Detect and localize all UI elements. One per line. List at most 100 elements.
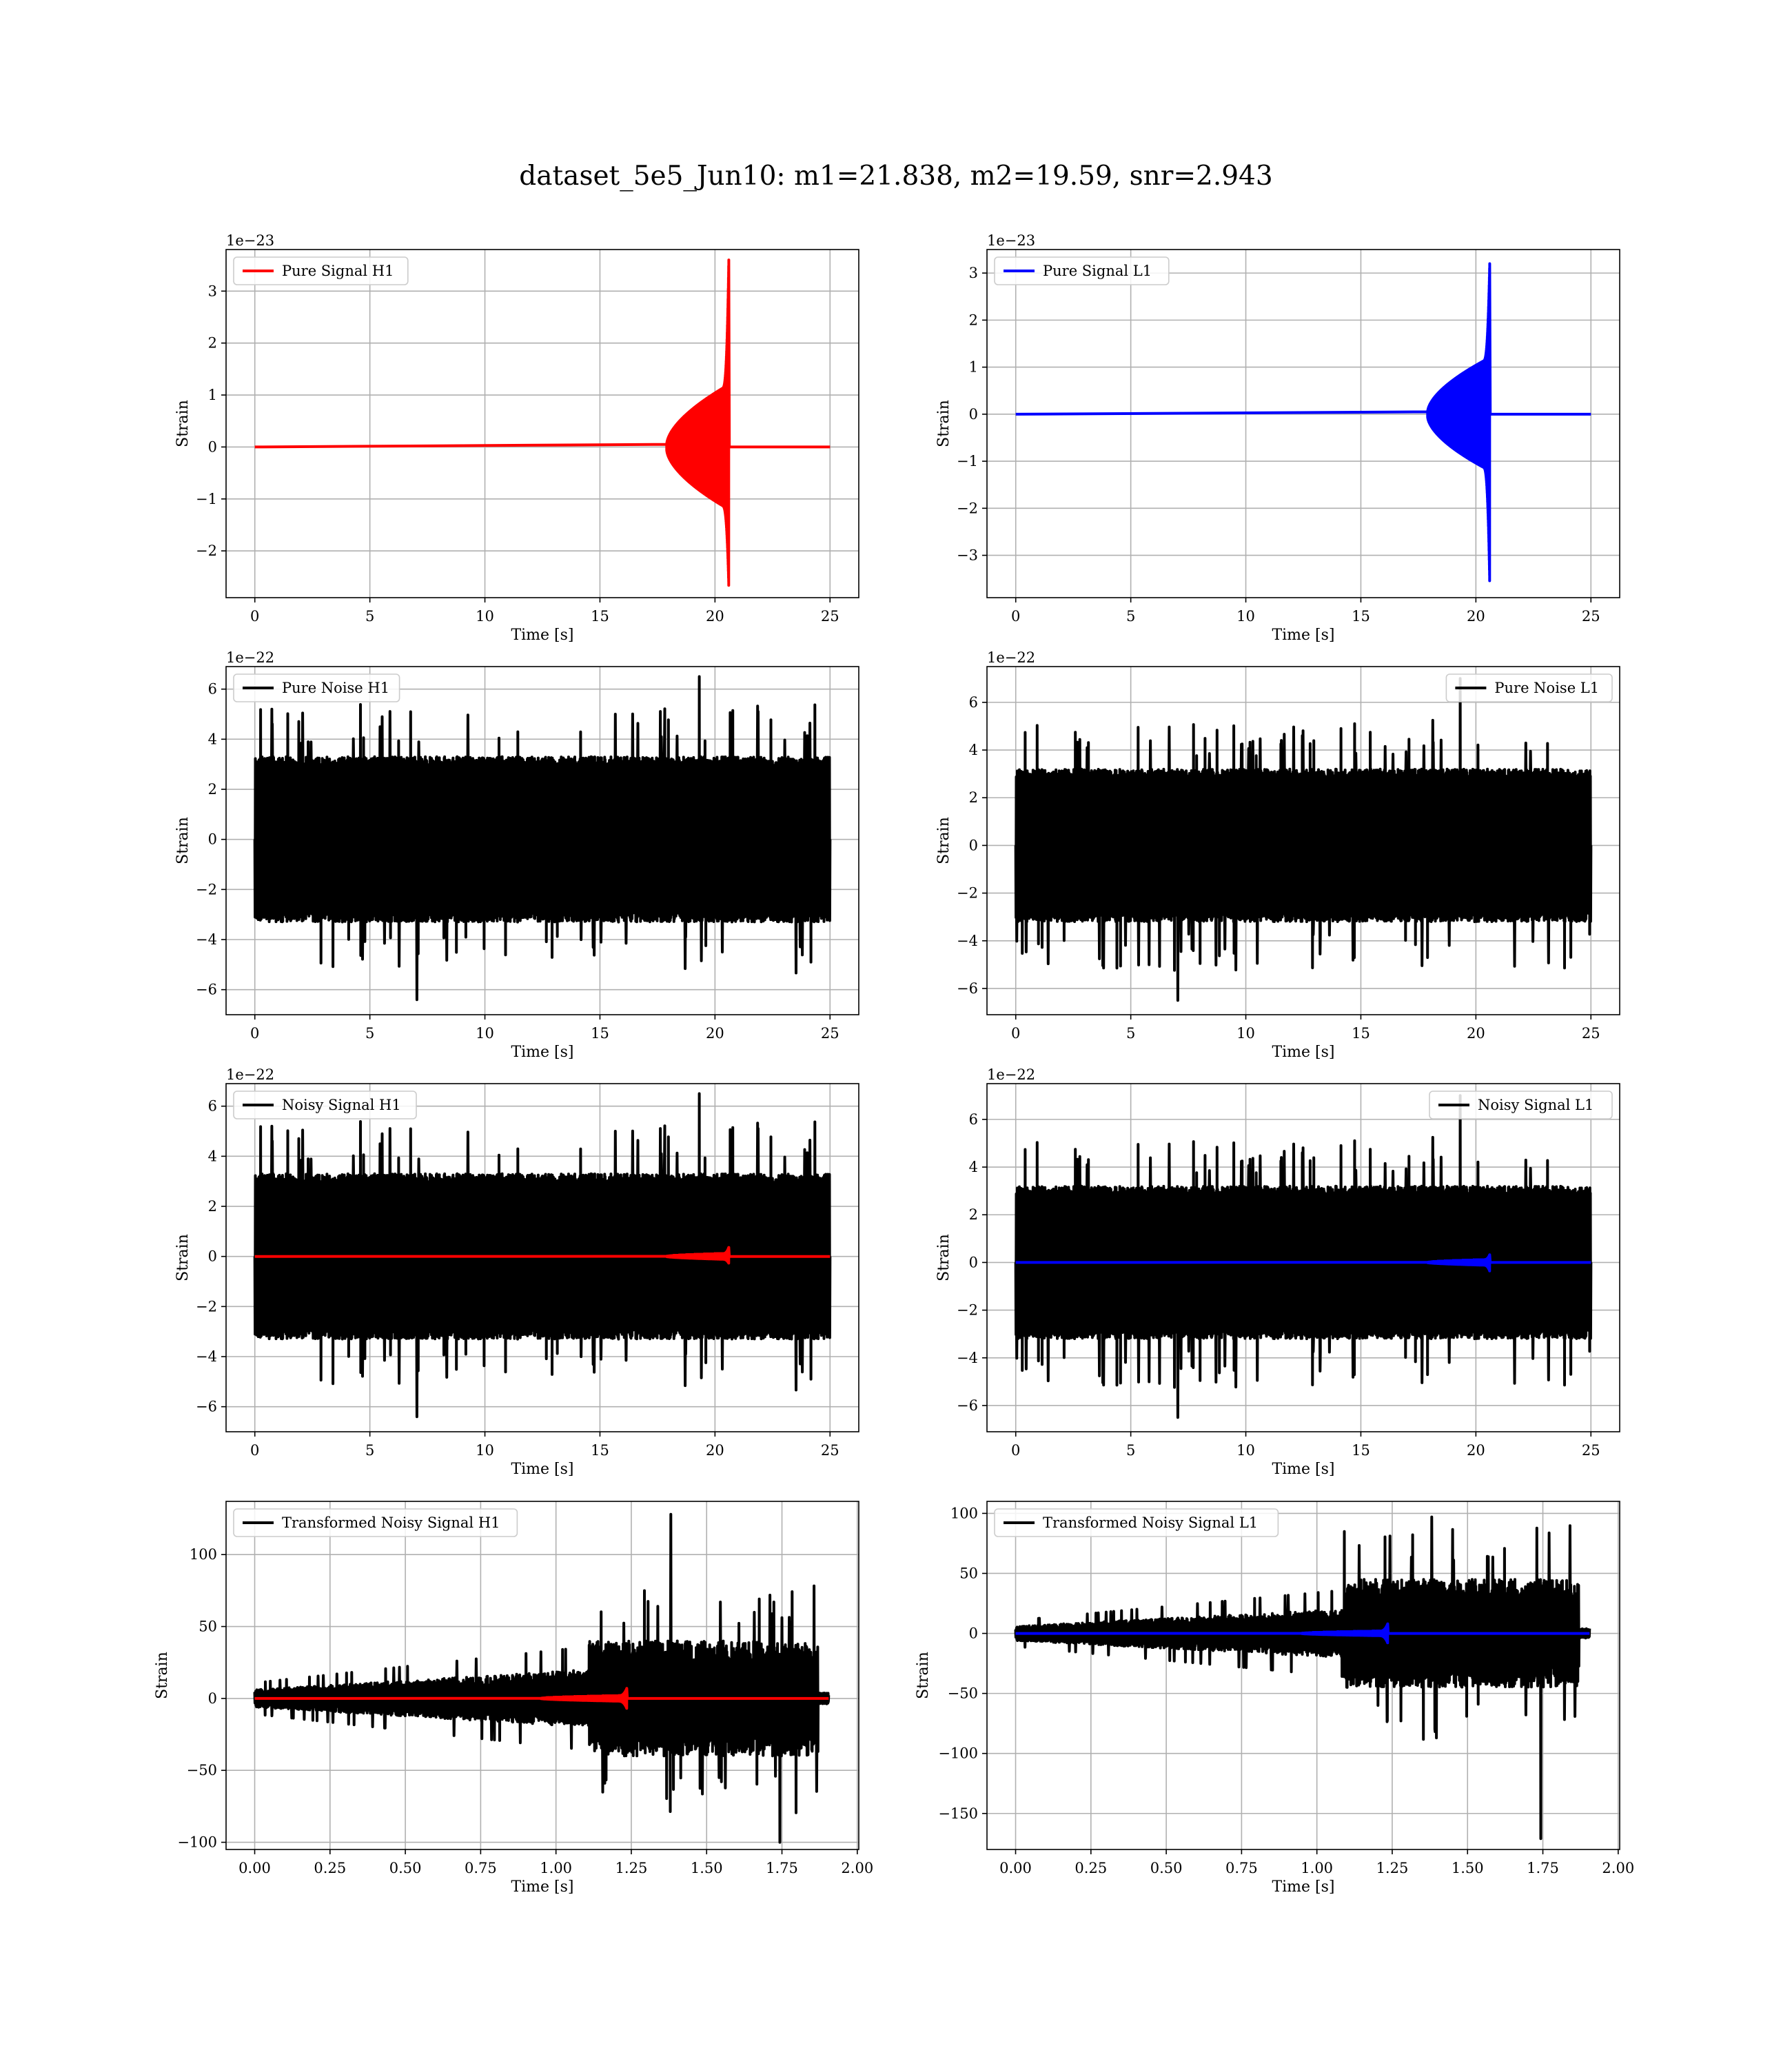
x-tick-label: 5 — [365, 608, 374, 625]
x-tick-label: 2.00 — [1602, 1860, 1634, 1876]
x-tick-label: 25 — [821, 1025, 839, 1042]
y-tick-label: 100 — [950, 1505, 978, 1521]
y-tick-label: 0 — [969, 1254, 978, 1270]
x-axis-label: Time [s] — [511, 1878, 573, 1896]
y-tick-label: 0 — [969, 837, 978, 853]
y-tick-label: −2 — [196, 881, 217, 898]
legend-box — [1429, 1091, 1613, 1119]
legend-box — [1445, 673, 1613, 702]
y-axis-label: Strain — [174, 817, 192, 864]
legend-box — [233, 1091, 417, 1119]
x-tick-label: 5 — [1126, 608, 1135, 625]
x-tick-label: 2.00 — [841, 1860, 873, 1876]
subplot-pure-noise-h1: 0 5 10 15 20 25 −6 −4 −2 0 2 4 6 1e−22 Time [s] Strain P… — [174, 649, 859, 1061]
legend-box — [233, 256, 409, 285]
x-axis-label: Time [s] — [1272, 1461, 1334, 1478]
y-tick-label: 0 — [208, 438, 217, 455]
y-tick-label: 0 — [969, 406, 978, 423]
series-line-noisy-signal-l1-0 — [1014, 1094, 1593, 1419]
y-axis-label: Strain — [174, 400, 192, 447]
series-line-transformed-noisy-signal-l1-0 — [1014, 1515, 1591, 1841]
legend-entry: Pure Noise L1 — [1494, 680, 1599, 696]
series-line-transformed-noisy-signal-h1-1 — [254, 1687, 829, 1710]
subplot-transformed-noisy-signal-l1: 0.00 0.25 0.50 0.75 1.00 1.25 1.50 1.75 2.00 −150… — [915, 1501, 1634, 1896]
x-tick-label: 0 — [1011, 608, 1020, 625]
x-tick-label: 20 — [706, 608, 724, 625]
y-tick-label: −1 — [196, 491, 217, 507]
legend-entry: Transformed Noisy Signal L1 — [1043, 1514, 1258, 1531]
subplot-pure-signal-l1: 0 5 10 15 20 25 −3 −2 −1 0 1 2 3 1e−23 Time [s] Strain P… — [935, 232, 1620, 644]
x-tick-label: 10 — [476, 608, 494, 625]
axis-offset-text: 1e−23 — [226, 232, 274, 249]
y-tick-label: 4 — [969, 742, 978, 758]
y-tick-label: −4 — [196, 931, 217, 948]
x-tick-label: 20 — [1467, 608, 1485, 625]
x-tick-label: 20 — [1467, 1025, 1485, 1042]
y-tick-label: 2 — [208, 335, 217, 352]
y-axis-label: Strain — [915, 1652, 932, 1699]
legend-entry: Pure Signal L1 — [1043, 263, 1152, 279]
legend-entry: Noisy Signal L1 — [1478, 1097, 1594, 1113]
y-tick-label: −4 — [196, 1348, 217, 1365]
x-tick-label: 15 — [1352, 608, 1370, 625]
y-tick-label: 1 — [208, 387, 217, 403]
series-line-transformed-noisy-signal-h1-0 — [253, 1512, 831, 1844]
x-axis-label: Time [s] — [511, 627, 573, 644]
y-tick-label: −100 — [177, 1834, 217, 1851]
y-tick-label: 6 — [969, 1111, 978, 1128]
x-tick-label: 1.75 — [766, 1860, 798, 1876]
x-tick-label: 0.25 — [314, 1860, 346, 1876]
x-tick-label: 10 — [476, 1025, 494, 1042]
y-tick-label: −6 — [957, 1397, 978, 1414]
y-tick-label: 2 — [208, 781, 217, 798]
legend: Transformed Noisy Signal H1 — [233, 1508, 518, 1537]
legend-box — [233, 673, 400, 702]
legend: Pure Signal H1 — [233, 256, 409, 285]
x-tick-label: 25 — [821, 1442, 839, 1459]
y-tick-label: −50 — [948, 1685, 978, 1702]
x-tick-label: 1.25 — [615, 1860, 648, 1876]
y-tick-label: 0 — [969, 1625, 978, 1642]
y-tick-label: −4 — [957, 933, 978, 949]
x-tick-label: 10 — [1236, 1025, 1255, 1042]
y-tick-label: −2 — [196, 543, 217, 559]
x-tick-label: 0 — [250, 1442, 259, 1459]
axes-frame — [225, 666, 859, 1015]
y-tick-label: 6 — [208, 681, 217, 698]
x-tick-label: 20 — [1467, 1442, 1485, 1459]
y-tick-label: 2 — [969, 789, 978, 806]
x-tick-label: 20 — [706, 1442, 724, 1459]
plot-area — [253, 1092, 832, 1419]
x-tick-label: 10 — [1236, 608, 1255, 625]
plot-area — [1015, 262, 1591, 582]
x-tick-label: 5 — [365, 1442, 374, 1459]
legend: Pure Noise L1 — [1445, 673, 1613, 702]
axes-frame — [225, 1501, 859, 1850]
subplot-noisy-signal-l1: 0 5 10 15 20 25 −6 −4 −2 0 2 4 6 1e−22 Time [s] Strain N… — [935, 1066, 1620, 1478]
series-line-noisy-signal-l1-1 — [1015, 1253, 1591, 1273]
y-tick-label: 4 — [969, 1159, 978, 1175]
legend-entry: Noisy Signal H1 — [282, 1097, 401, 1113]
x-tick-label: 0.50 — [1150, 1860, 1183, 1876]
x-axis-label: Time [s] — [511, 1044, 573, 1061]
x-tick-label: 0 — [250, 608, 259, 625]
plot-area — [1014, 677, 1593, 1002]
legend-box — [233, 1508, 518, 1537]
y-axis-label: Strain — [154, 1652, 171, 1699]
x-tick-label: 0.75 — [465, 1860, 497, 1876]
y-tick-label: 2 — [208, 1198, 217, 1215]
x-tick-label: 25 — [1582, 608, 1600, 625]
y-tick-label: 2 — [969, 312, 978, 328]
grid — [987, 1501, 1620, 1849]
x-tick-label: 0 — [1011, 1025, 1020, 1042]
axes-frame — [225, 1083, 859, 1432]
x-tick-label: 1.50 — [1452, 1860, 1484, 1876]
legend: Pure Noise H1 — [233, 673, 400, 702]
y-tick-label: −6 — [957, 980, 978, 997]
y-tick-label: 3 — [208, 283, 217, 299]
x-tick-label: 0.75 — [1225, 1860, 1258, 1876]
x-tick-label: 25 — [1582, 1025, 1600, 1042]
